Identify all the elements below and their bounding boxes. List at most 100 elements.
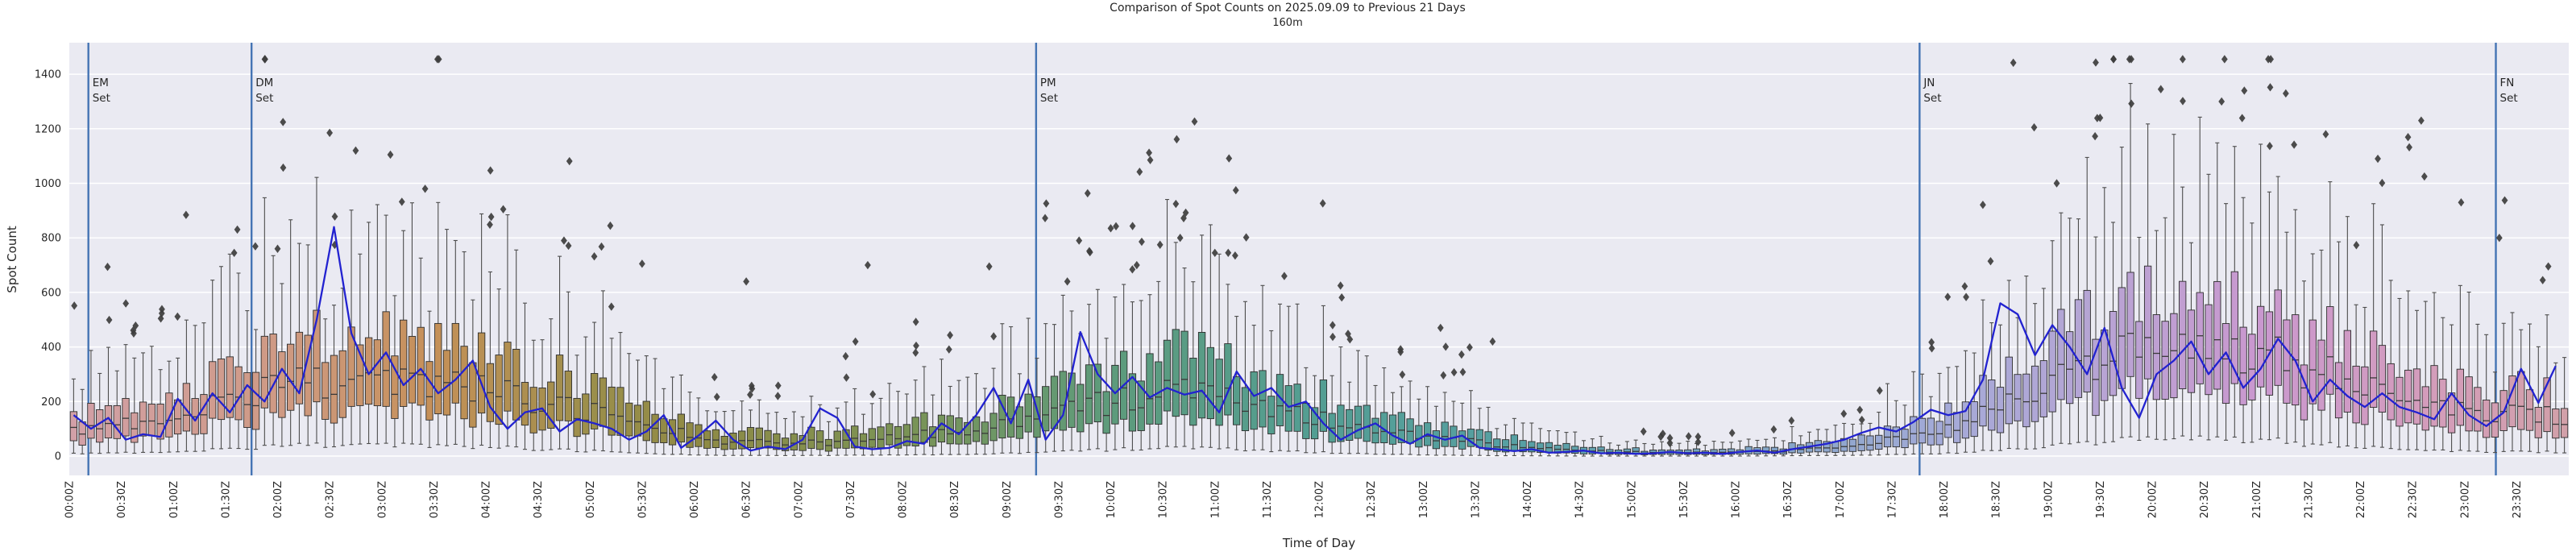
outlier-diamond bbox=[1129, 222, 1136, 230]
y-tick-label: 0 bbox=[55, 451, 61, 463]
outlier-diamond bbox=[1156, 240, 1164, 249]
x-tick-label: 07:00Z bbox=[793, 481, 805, 518]
box-5min bbox=[1519, 440, 1527, 453]
x-axis-label: Time of Day bbox=[1282, 536, 1355, 550]
outlier-diamond bbox=[1728, 429, 1736, 438]
event-label: Set bbox=[1040, 92, 1058, 105]
box-5min bbox=[373, 339, 382, 407]
box-5min bbox=[590, 373, 599, 429]
outlier-diamond bbox=[1337, 281, 1344, 290]
x-tick-label: 02:30Z bbox=[325, 481, 337, 518]
box-5min bbox=[2387, 363, 2395, 421]
outlier-diamond bbox=[1685, 432, 1692, 441]
box-5min bbox=[2179, 280, 2187, 389]
box-5min bbox=[1475, 429, 1483, 448]
outlier-diamond bbox=[1191, 117, 1198, 127]
x-tick-label: 22:30Z bbox=[2408, 481, 2420, 518]
chart-subtitle: 160m bbox=[1272, 17, 1302, 29]
box-5min bbox=[1944, 402, 1952, 438]
box-5min bbox=[1848, 438, 1857, 452]
outlier-diamond bbox=[1173, 135, 1180, 144]
box-5min bbox=[608, 386, 616, 436]
box-5min bbox=[911, 417, 919, 446]
box-5min bbox=[2048, 330, 2056, 413]
y-tick-label: 400 bbox=[41, 342, 61, 354]
outlier-diamond bbox=[1437, 323, 1444, 333]
event-label: Set bbox=[255, 92, 273, 105]
box-5min bbox=[2187, 309, 2196, 393]
gridlines: 0 200 400 600 800 1000 1200 1400 bbox=[35, 69, 2569, 463]
box-5min bbox=[2074, 299, 2083, 398]
box-5min bbox=[2370, 330, 2378, 409]
outlier-diamond bbox=[1146, 148, 1152, 157]
outlier-diamond bbox=[2545, 262, 2552, 271]
box-5min bbox=[738, 430, 746, 450]
box-5min bbox=[1319, 379, 1328, 432]
box-5min bbox=[1233, 376, 1241, 425]
box-5min bbox=[1250, 371, 1258, 430]
outlier-diamond bbox=[106, 315, 113, 325]
outlier-diamond bbox=[1113, 222, 1119, 231]
generated-layers: 0 200 400 600 800 1000 1200 1400 00:00Z 00:30Z 01:… bbox=[35, 43, 2569, 518]
outlier-diamond bbox=[1987, 256, 1994, 266]
box-5min bbox=[2152, 314, 2161, 400]
outlier-diamond bbox=[2093, 58, 2099, 67]
box-5min bbox=[1093, 363, 1101, 423]
outlier-diamond bbox=[421, 185, 429, 193]
box-5min bbox=[113, 404, 121, 439]
box-5min bbox=[1371, 417, 1379, 444]
box-5min bbox=[408, 335, 417, 404]
box-5min bbox=[260, 335, 268, 409]
outlier-diamond bbox=[1858, 415, 1865, 425]
chart-title: Comparison of Spot Counts on 2025.09.09 … bbox=[1110, 2, 1466, 15]
event-label: DM bbox=[255, 77, 273, 89]
box-5min bbox=[2014, 374, 2022, 421]
outlier-diamond bbox=[2267, 83, 2274, 92]
box-5min bbox=[1302, 403, 1310, 439]
box-5min bbox=[400, 319, 408, 407]
outlier-diamond bbox=[131, 329, 137, 338]
box-5min bbox=[2196, 292, 2204, 384]
outlier-diamond bbox=[2353, 241, 2360, 250]
x-tick-label: 08:00Z bbox=[898, 481, 910, 518]
outlier-diamond bbox=[912, 348, 919, 357]
outlier-diamond bbox=[1133, 260, 1140, 270]
outlier-diamond bbox=[1211, 248, 1218, 258]
x-tick-label: 19:30Z bbox=[2095, 481, 2107, 518]
box-5min bbox=[217, 359, 226, 421]
outlier-diamond bbox=[852, 337, 859, 346]
box-5min bbox=[1910, 416, 1918, 445]
box-5min bbox=[799, 435, 807, 451]
box-5min bbox=[920, 412, 928, 443]
box-5min bbox=[998, 394, 1006, 439]
box-5min bbox=[1172, 329, 1180, 417]
box-5min bbox=[1441, 421, 1449, 447]
box-5min bbox=[1310, 407, 1319, 440]
x-tick-label: 21:00Z bbox=[2251, 481, 2263, 518]
box-5min bbox=[477, 332, 486, 414]
box-5min bbox=[1197, 331, 1206, 419]
outlier-diamond bbox=[566, 156, 573, 166]
outlier-diamond bbox=[1963, 292, 1969, 301]
box-5min bbox=[886, 423, 894, 446]
box-5min bbox=[382, 311, 390, 407]
x-tick-label: 23:00Z bbox=[2459, 481, 2471, 518]
outlier-diamond bbox=[2404, 132, 2412, 142]
box-5min bbox=[434, 322, 442, 415]
box-5min bbox=[1831, 441, 1840, 453]
box-5min bbox=[2560, 408, 2569, 438]
outlier-diamond bbox=[2406, 143, 2412, 151]
outlier-diamond bbox=[1657, 432, 1665, 442]
box-5min bbox=[2378, 345, 2387, 413]
box-5min bbox=[2126, 272, 2134, 377]
outlier-diamond bbox=[1076, 236, 1083, 245]
y-tick-label: 200 bbox=[41, 396, 61, 409]
box-5min bbox=[2031, 365, 2039, 422]
box-5min bbox=[2343, 330, 2351, 413]
box-5min bbox=[1111, 364, 1119, 425]
outlier-diamond bbox=[1226, 154, 1233, 163]
outlier-diamond bbox=[487, 212, 495, 222]
box-5min bbox=[2205, 304, 2213, 396]
outlier-diamond bbox=[638, 259, 645, 268]
box-5min bbox=[2300, 364, 2308, 421]
